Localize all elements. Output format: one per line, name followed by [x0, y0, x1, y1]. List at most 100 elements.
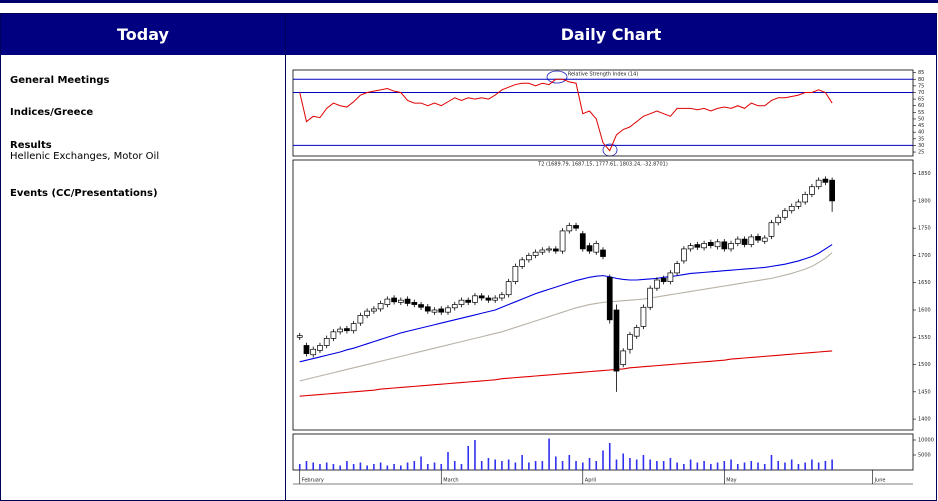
candle-body — [296, 335, 303, 338]
moving-average — [299, 244, 833, 363]
y-tick-label: 10000 — [918, 438, 934, 444]
top-bar — [0, 0, 938, 3]
candle-body — [687, 245, 694, 250]
volume-bar — [393, 464, 395, 470]
candle-body — [566, 225, 573, 232]
volume-bar — [615, 459, 618, 470]
candle-body — [573, 225, 579, 229]
candle-body — [424, 306, 431, 312]
candle-body — [371, 308, 377, 312]
volume-bar — [514, 462, 517, 470]
candle-body — [647, 287, 654, 308]
y-tick-label: 70 — [918, 90, 924, 96]
volume-bar — [662, 461, 665, 470]
volume-bar — [346, 461, 348, 470]
candle-body — [391, 297, 397, 303]
volume-bar — [359, 462, 362, 470]
candle-body — [451, 304, 458, 309]
section: Results Hellenic Exchanges, Motor Oil — [10, 140, 159, 162]
candle-body — [822, 178, 829, 183]
candle-body — [734, 238, 741, 244]
volume-bar — [555, 456, 557, 470]
volume-bar — [561, 461, 564, 470]
chart-title: Relative Strength Index (14) — [568, 72, 639, 78]
candle-body — [795, 201, 802, 207]
volume-bar — [480, 461, 483, 470]
panel-frame — [292, 159, 914, 431]
candle-body — [768, 222, 775, 237]
volume-bar — [736, 464, 739, 470]
x-tick-label: June — [874, 478, 886, 484]
volume-bar — [629, 458, 631, 470]
y-tick-label: 1450 — [918, 389, 931, 395]
candle-body — [431, 309, 438, 313]
volume-bar — [319, 464, 321, 470]
candle-body — [681, 248, 687, 262]
volume-bar — [811, 459, 813, 470]
candle-body — [411, 302, 418, 305]
candle-body — [337, 328, 344, 333]
candle-body — [505, 281, 512, 296]
y-tick-label: 65 — [918, 97, 924, 103]
candle-body — [532, 251, 539, 256]
section-title: Events (CC/Presentations) — [10, 188, 158, 199]
candle-body — [660, 278, 667, 282]
volume-bar — [440, 464, 443, 470]
candle-body — [512, 266, 519, 282]
volume-bar — [474, 440, 476, 470]
candle-body — [707, 242, 714, 246]
volume-bar — [433, 462, 436, 470]
volume-bar — [447, 452, 449, 470]
candle-body — [397, 299, 404, 303]
volume-bar — [703, 461, 705, 470]
candle-body — [384, 298, 391, 305]
column-divider — [285, 14, 286, 500]
candle-body — [721, 241, 728, 250]
candle-body — [458, 299, 465, 305]
candle-body — [755, 236, 761, 241]
candle-body — [418, 304, 424, 308]
y-tick-label: 1650 — [918, 280, 931, 286]
volume-bar — [298, 464, 301, 470]
x-tick-label: February — [302, 478, 324, 484]
volume-bar — [400, 465, 402, 470]
volume-bar — [339, 465, 341, 470]
y-tick-label: 80 — [918, 77, 924, 83]
candle-body — [667, 272, 674, 282]
candle-body — [714, 241, 721, 248]
y-tick-label: 25 — [918, 150, 924, 156]
volume-bar — [426, 464, 429, 470]
volume-bar — [804, 462, 806, 470]
candle-body — [546, 248, 552, 251]
volume-bar — [575, 461, 577, 470]
volume-bar — [763, 464, 766, 470]
candle-body — [775, 216, 782, 224]
volume-bar — [797, 464, 800, 470]
candle-body — [465, 299, 472, 303]
volume-bar — [366, 465, 368, 470]
section: Events (CC/Presentations) — [10, 188, 158, 199]
candle-body — [344, 328, 350, 332]
candle-body — [579, 233, 586, 250]
candle-body — [606, 276, 613, 321]
candle-body — [404, 298, 411, 304]
candle-body — [627, 334, 633, 350]
candle-body — [323, 338, 330, 346]
volume-bar — [608, 443, 611, 470]
candle-body — [782, 210, 788, 218]
section: General Meetings — [10, 75, 109, 86]
volume-bar — [770, 455, 773, 470]
volume-bar — [534, 461, 537, 470]
candle-body — [317, 345, 323, 351]
volume-bar — [521, 455, 523, 470]
candle-body — [586, 245, 593, 252]
volume-bar — [541, 461, 544, 470]
y-tick-label: 75 — [918, 83, 924, 89]
candle-body — [815, 179, 822, 188]
candle-body — [674, 263, 680, 274]
volume-bar — [777, 461, 780, 470]
volume-bar — [494, 459, 496, 470]
header-today: Today — [1, 14, 285, 55]
volume-bar — [507, 459, 510, 470]
